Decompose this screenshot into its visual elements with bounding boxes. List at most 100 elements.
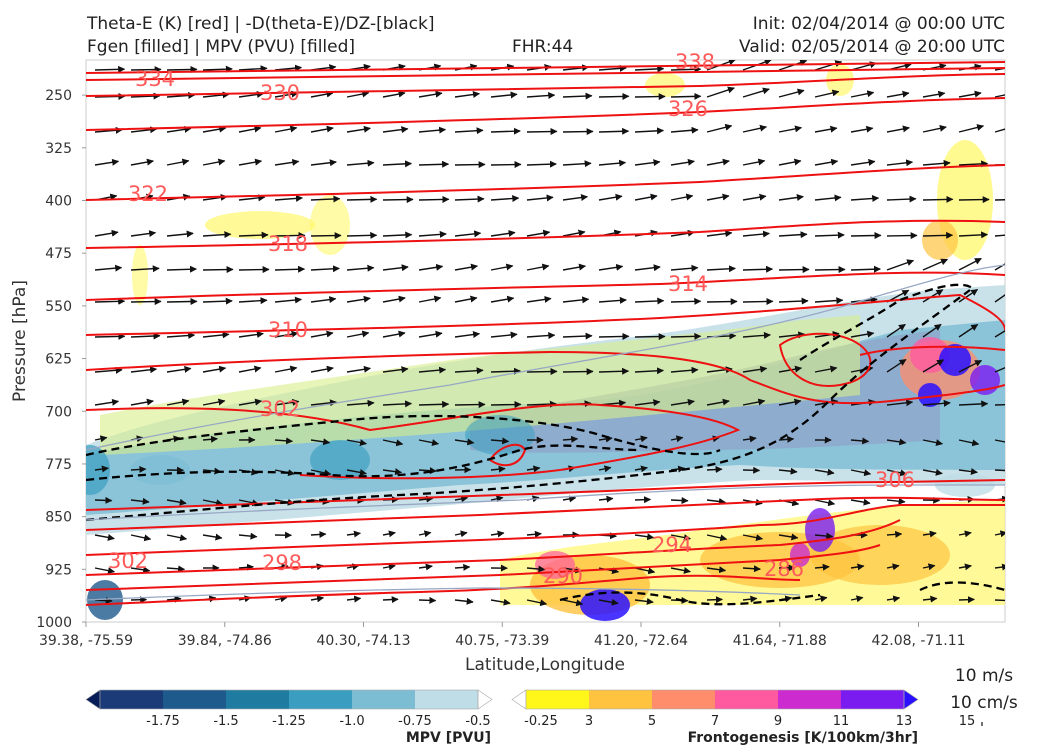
mpv-contours bbox=[86, 264, 1005, 601]
wind-arrow bbox=[274, 90, 299, 98]
wind-arrow bbox=[274, 595, 288, 603]
wind-arrow bbox=[670, 497, 689, 505]
wind-arrow bbox=[886, 469, 908, 477]
wind-arrow bbox=[886, 358, 907, 373]
wind-arrow bbox=[706, 466, 723, 474]
wind-arrow bbox=[922, 90, 946, 98]
wind-arrow bbox=[958, 288, 979, 303]
wind-arrow bbox=[670, 332, 702, 340]
wind-arrow bbox=[346, 231, 378, 239]
wind-arrow bbox=[310, 265, 340, 273]
colorbar-tick-label: 5 bbox=[648, 714, 656, 729]
wind-arrow bbox=[634, 264, 661, 272]
wind-arrow bbox=[202, 398, 226, 406]
wind-arrow bbox=[418, 230, 447, 238]
wind-arrow bbox=[742, 534, 764, 542]
wind-arrow bbox=[202, 65, 233, 73]
theta-e-label: 294 bbox=[652, 533, 692, 557]
theta-e-label: 302 bbox=[260, 397, 300, 421]
wind-arrow bbox=[706, 398, 730, 406]
wind-arrow bbox=[310, 530, 327, 538]
theta-e-label: 326 bbox=[668, 97, 708, 121]
wind-arrow bbox=[418, 596, 437, 604]
wind-arrow bbox=[382, 126, 409, 134]
wind-arrow bbox=[562, 194, 589, 201]
wind-arrow bbox=[166, 534, 188, 542]
wind-arrow bbox=[454, 230, 482, 238]
theta-e-line bbox=[86, 503, 1005, 556]
wind-arrow bbox=[994, 439, 1005, 443]
wind-arrow bbox=[130, 465, 147, 473]
wind-arrow bbox=[814, 297, 844, 305]
wind-arrow bbox=[814, 194, 842, 202]
wind-arrow bbox=[454, 161, 486, 169]
theta-e-label: 318 bbox=[268, 232, 308, 256]
wind-arrow bbox=[670, 65, 702, 73]
wind-arrow bbox=[454, 438, 475, 446]
wind-arrow bbox=[382, 468, 403, 476]
wind-arrow bbox=[382, 295, 406, 303]
wind-arrow bbox=[958, 359, 983, 373]
wind-arrow bbox=[130, 92, 161, 100]
wind-arrow bbox=[850, 194, 880, 202]
wind-arrow bbox=[382, 596, 399, 604]
colorbar-tick-label: 11 bbox=[833, 714, 850, 729]
wind-arrow bbox=[886, 159, 914, 167]
mpv-colorbar-title: MPV [PVU] bbox=[406, 730, 491, 746]
theta-e-line bbox=[86, 479, 1005, 511]
wind-arrow bbox=[382, 400, 413, 408]
colorbar-extend-right bbox=[903, 689, 919, 710]
wind-arrow bbox=[634, 496, 652, 504]
wind-arrow bbox=[346, 330, 370, 338]
colorbar-segment bbox=[778, 690, 842, 709]
wind-arrow bbox=[310, 90, 334, 98]
theta-e-line bbox=[859, 345, 1005, 356]
wind-arrow bbox=[958, 323, 979, 338]
wind-arrow bbox=[94, 65, 126, 73]
title-line-2: Fgen [filled] | MPV (PVU) [filled] bbox=[87, 37, 356, 57]
wind-arrow bbox=[562, 128, 594, 136]
wind-arrow bbox=[994, 330, 1005, 338]
wind-arrow bbox=[238, 266, 270, 274]
wind-arrow bbox=[346, 469, 367, 476]
wind-arrow bbox=[850, 330, 875, 338]
wind-arrow bbox=[958, 160, 989, 168]
wind-arrow bbox=[598, 193, 623, 201]
wind-arrow bbox=[130, 158, 154, 166]
wind-arrow bbox=[346, 125, 371, 133]
wind-arrow bbox=[274, 64, 303, 72]
wind-arrow bbox=[94, 158, 120, 166]
wind-arrow bbox=[454, 91, 480, 98]
wind-arrow bbox=[94, 297, 126, 305]
wind-arrow bbox=[346, 439, 367, 446]
wind-arrow bbox=[922, 595, 938, 603]
theta-e-line bbox=[86, 519, 901, 576]
theta-e-label: 314 bbox=[668, 272, 708, 296]
colorbar-segment bbox=[715, 690, 779, 709]
fgen-colorbar: 3 5 7 9 11 13 15 bbox=[511, 689, 975, 729]
wind-arrow bbox=[706, 86, 735, 98]
wind-arrow bbox=[166, 230, 194, 238]
wind-arrow bbox=[598, 64, 627, 72]
wind-arrow bbox=[922, 563, 936, 571]
theta-e-line bbox=[86, 403, 741, 480]
wind-arrow bbox=[166, 265, 197, 273]
wind-arrow bbox=[526, 465, 541, 473]
wind-arrow bbox=[418, 439, 440, 447]
wind-arrow bbox=[490, 127, 521, 135]
wind-arrow bbox=[850, 469, 872, 477]
wind-arrow bbox=[274, 265, 306, 273]
wind-arrow bbox=[778, 435, 795, 443]
wind-arrow bbox=[346, 264, 375, 272]
wind-arrow bbox=[562, 435, 579, 443]
wind-arrow bbox=[310, 595, 325, 603]
wind-arrow bbox=[382, 563, 396, 571]
wind-arrow bbox=[778, 297, 809, 305]
wind-arrow bbox=[490, 229, 516, 237]
wind-arrow bbox=[382, 160, 413, 168]
wind-arrow bbox=[706, 498, 726, 505]
wind-arrow bbox=[562, 263, 587, 271]
wind-arrow bbox=[418, 160, 450, 168]
wind-arrow bbox=[598, 367, 630, 375]
